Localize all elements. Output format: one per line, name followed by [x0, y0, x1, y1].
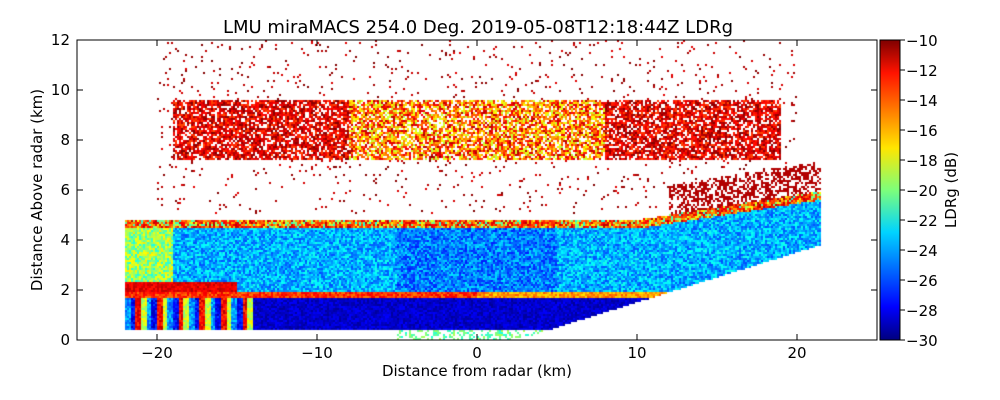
colorbar-tick-label: −16 — [906, 122, 938, 140]
x-tick-label: −20 — [141, 344, 173, 362]
y-tick-label: 0 — [60, 331, 70, 349]
colorbar-tick-label: −20 — [906, 182, 938, 200]
colorbar-tick-label: −28 — [906, 302, 938, 320]
x-tick-label: −10 — [301, 344, 333, 362]
chart-title: LMU miraMACS 254.0 Deg. 2019-05-08T12:18… — [223, 17, 733, 38]
colorbar-tick-label: −12 — [906, 62, 938, 80]
colorbar-tick-label: −24 — [906, 242, 938, 260]
y-tick-label: 10 — [51, 81, 70, 99]
colorbar — [879, 39, 901, 341]
colorbar-tick-label: −30 — [906, 332, 938, 350]
y-tick-label: 6 — [60, 181, 70, 199]
y-tick-label: 8 — [60, 131, 70, 149]
ldr-heatmap — [77, 40, 877, 340]
y-tick-label: 4 — [60, 231, 70, 249]
y-tick-label: 2 — [60, 281, 70, 299]
x-tick-label: 20 — [787, 344, 806, 362]
colorbar-tick-label: −10 — [906, 32, 938, 50]
colorbar-tick-label: −14 — [906, 92, 938, 110]
y-axis-label: Distance Above radar (km) — [28, 89, 46, 291]
y-tick-label: 12 — [51, 31, 70, 49]
x-tick-label: 0 — [472, 344, 482, 362]
colorbar-label: LDRg (dB) — [942, 152, 960, 228]
colorbar-tick-label: −18 — [906, 152, 938, 170]
colorbar-tick-label: −22 — [906, 212, 938, 230]
x-axis-label: Distance from radar (km) — [382, 362, 572, 380]
plot-frame — [76, 39, 878, 341]
x-tick-label: 10 — [627, 344, 646, 362]
colorbar-tick-label: −26 — [906, 272, 938, 290]
